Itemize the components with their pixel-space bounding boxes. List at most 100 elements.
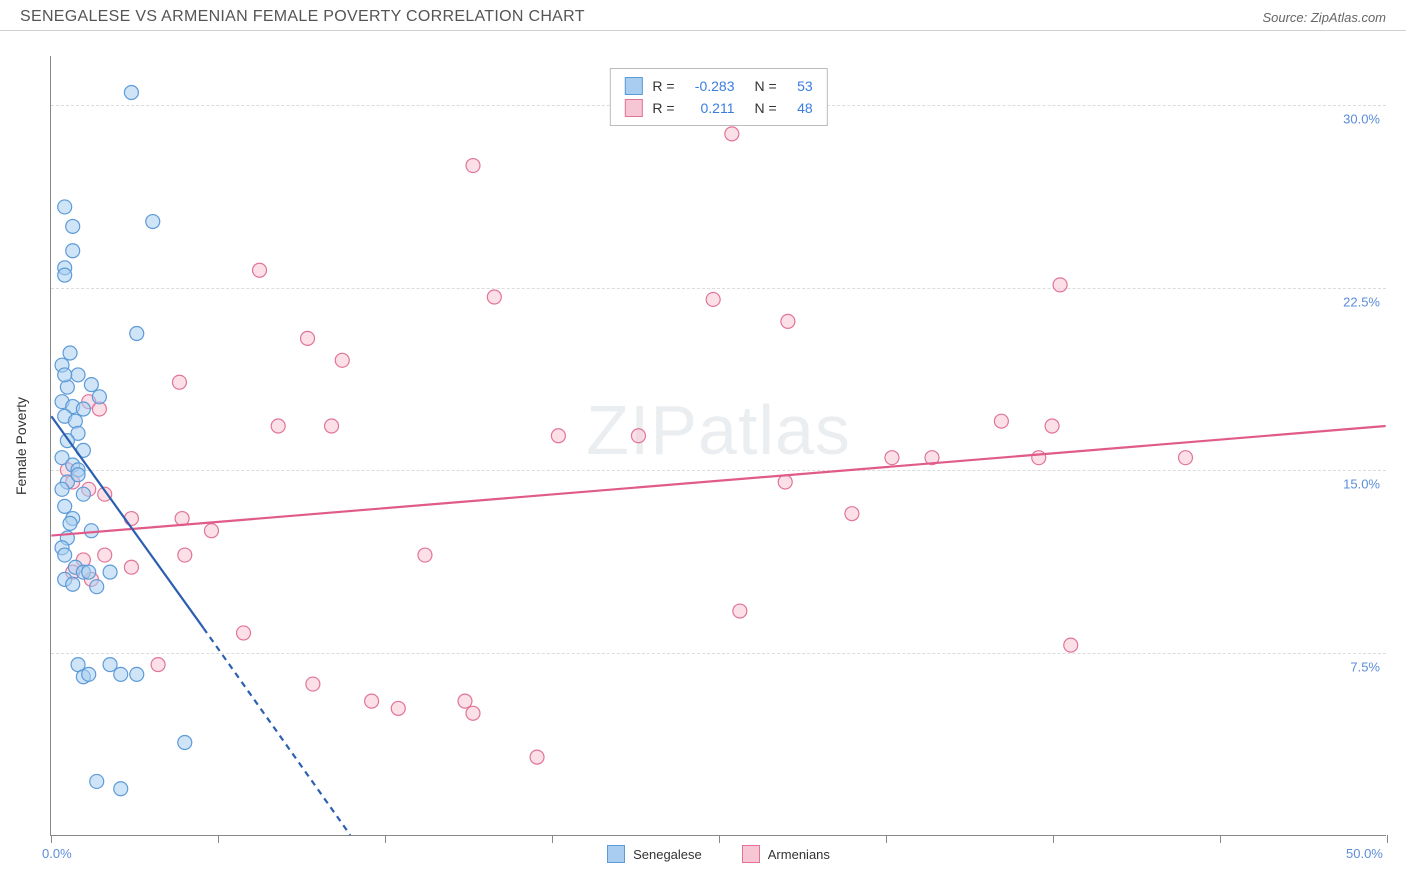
scatter-point xyxy=(103,565,117,579)
scatter-point xyxy=(551,429,565,443)
scatter-point xyxy=(1053,278,1067,292)
scatter-point xyxy=(172,375,186,389)
scatter-point xyxy=(325,419,339,433)
scatter-point xyxy=(76,487,90,501)
correlation-row: R =0.211N =48 xyxy=(624,97,812,119)
scatter-point xyxy=(71,368,85,382)
x-tick xyxy=(552,835,553,843)
x-tick xyxy=(385,835,386,843)
legend-item: Senegalese xyxy=(607,845,702,863)
scatter-point xyxy=(55,482,69,496)
scatter-point xyxy=(58,200,72,214)
plot-area: Female Poverty 7.5%15.0%22.5%30.0% ZIPat… xyxy=(50,56,1386,836)
scatter-point xyxy=(1179,451,1193,465)
scatter-point xyxy=(733,604,747,618)
x-axis-min-label: 0.0% xyxy=(42,846,72,861)
scatter-point xyxy=(66,219,80,233)
scatter-point xyxy=(466,159,480,173)
scatter-point xyxy=(458,694,472,708)
scatter-point xyxy=(146,215,160,229)
source-label: Source: ZipAtlas.com xyxy=(1262,10,1386,25)
x-tick xyxy=(1053,835,1054,843)
scatter-point xyxy=(92,390,106,404)
scatter-point xyxy=(124,86,138,100)
r-value: -0.283 xyxy=(685,78,735,94)
scatter-point xyxy=(631,429,645,443)
trend-line xyxy=(203,628,350,835)
scatter-point xyxy=(58,548,72,562)
scatter-point xyxy=(271,419,285,433)
scatter-point xyxy=(63,516,77,530)
scatter-point xyxy=(58,368,72,382)
x-tick xyxy=(1387,835,1388,843)
scatter-point xyxy=(130,667,144,681)
scatter-point xyxy=(306,677,320,691)
scatter-point xyxy=(114,782,128,796)
scatter-point xyxy=(124,560,138,574)
x-tick xyxy=(51,835,52,843)
r-label: R = xyxy=(652,78,674,94)
legend-swatch xyxy=(624,99,642,117)
scatter-point xyxy=(994,414,1008,428)
scatter-point xyxy=(124,512,138,526)
n-value: 48 xyxy=(787,100,813,116)
scatter-point xyxy=(1032,451,1046,465)
x-axis-max-label: 50.0% xyxy=(1346,846,1383,861)
footer-legend: Senegalese Armenians xyxy=(51,845,1386,863)
scatter-point xyxy=(1064,638,1078,652)
scatter-point xyxy=(301,331,315,345)
scatter-point xyxy=(76,402,90,416)
scatter-point xyxy=(204,524,218,538)
scatter-point xyxy=(1045,419,1059,433)
correlation-row: R = -0.283 N = 53 xyxy=(624,75,812,97)
scatter-point xyxy=(68,414,82,428)
n-label: N = xyxy=(755,100,777,116)
chart-title: SENEGALESE VS ARMENIAN FEMALE POVERTY CO… xyxy=(20,8,585,26)
scatter-point xyxy=(60,380,74,394)
scatter-point xyxy=(114,667,128,681)
scatter-svg xyxy=(51,56,1386,835)
scatter-point xyxy=(98,548,112,562)
trend-line xyxy=(51,426,1385,536)
scatter-point xyxy=(725,127,739,141)
scatter-point xyxy=(335,353,349,367)
scatter-point xyxy=(84,524,98,538)
scatter-point xyxy=(781,314,795,328)
legend-swatch xyxy=(742,845,760,863)
scatter-point xyxy=(66,244,80,258)
chart-header: SENEGALESE VS ARMENIAN FEMALE POVERTY CO… xyxy=(0,0,1406,31)
x-tick xyxy=(719,835,720,843)
scatter-point xyxy=(82,667,96,681)
scatter-point xyxy=(63,346,77,360)
scatter-point xyxy=(530,750,544,764)
legend-swatch xyxy=(607,845,625,863)
legend-item: Armenians xyxy=(742,845,830,863)
scatter-point xyxy=(885,451,899,465)
scatter-point xyxy=(418,548,432,562)
x-tick xyxy=(218,835,219,843)
scatter-point xyxy=(365,694,379,708)
r-label: R = xyxy=(652,100,674,116)
legend-label: Armenians xyxy=(768,847,830,862)
y-axis-title: Female Poverty xyxy=(13,396,29,494)
scatter-point xyxy=(90,774,104,788)
scatter-point xyxy=(58,499,72,513)
legend-label: Senegalese xyxy=(633,847,702,862)
scatter-point xyxy=(237,626,251,640)
scatter-point xyxy=(178,548,192,562)
scatter-point xyxy=(84,378,98,392)
scatter-point xyxy=(487,290,501,304)
scatter-point xyxy=(82,565,96,579)
x-tick xyxy=(886,835,887,843)
scatter-point xyxy=(58,268,72,282)
scatter-point xyxy=(253,263,267,277)
scatter-point xyxy=(130,327,144,341)
n-label: N = xyxy=(755,78,777,94)
correlation-box: R =-0.283N =53R =0.211N =48 xyxy=(609,68,827,126)
scatter-point xyxy=(151,658,165,672)
scatter-point xyxy=(178,736,192,750)
scatter-point xyxy=(71,468,85,482)
scatter-point xyxy=(391,701,405,715)
scatter-point xyxy=(706,292,720,306)
n-value: 53 xyxy=(787,78,813,94)
